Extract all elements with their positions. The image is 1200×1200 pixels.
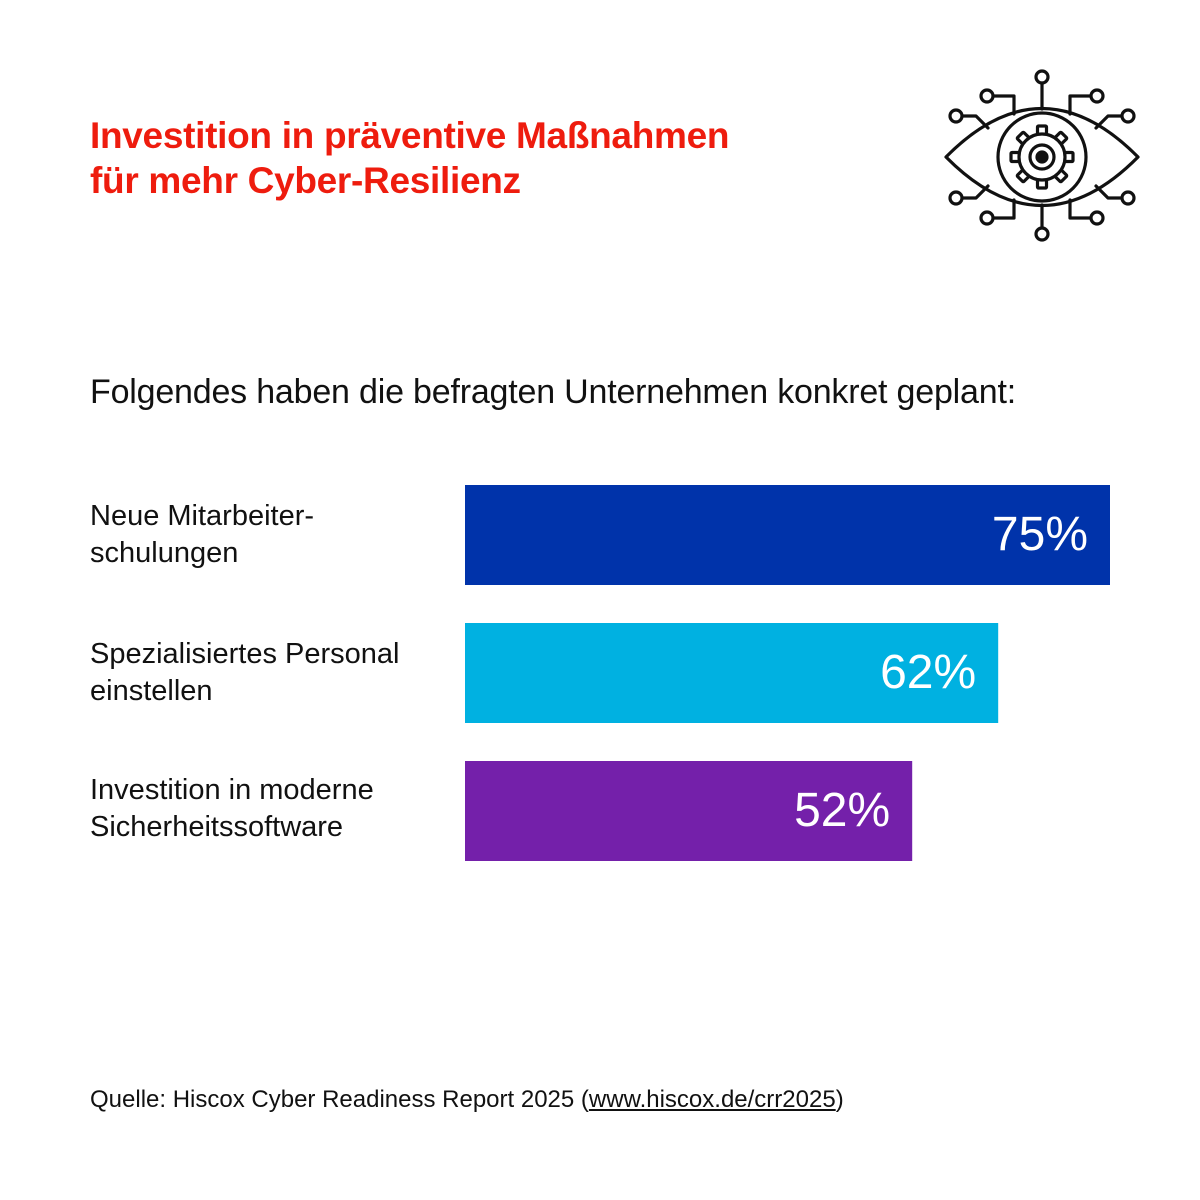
source-suffix: ) [835, 1086, 844, 1113]
category-label-3-line-1: Investition in moderne [90, 774, 374, 806]
category-label-3: Investition in moderne Sicherheitssoftwa… [90, 772, 450, 846]
category-label-2-line-2: einstellen [90, 675, 213, 707]
bar-2 [465, 623, 999, 723]
bar-1 [465, 485, 1110, 585]
chart-title: Investition in präventive Maßnahmen für … [90, 113, 870, 203]
category-label-1: Neue Mitarbeiter- schulungen [90, 498, 450, 572]
category-label-3-line-2: Sicherheitssoftware [90, 811, 344, 843]
source-prefix: Quelle: Hiscox Cyber Readiness Report 20… [90, 1086, 589, 1113]
title-line-2: für mehr Cyber-Resilienz [90, 160, 521, 201]
source-note: Quelle: Hiscox Cyber Readiness Report 20… [90, 1084, 844, 1116]
cyber-eye-gear-icon [944, 69, 1140, 242]
category-label-1-line-1: Neue Mitarbeiter- [90, 500, 315, 532]
bar-value-label-3: 52% [794, 784, 890, 837]
bar-value-label-2: 62% [880, 646, 976, 699]
category-label-2-line-1: Spezialisiertes Personal [90, 638, 400, 670]
category-label-2: Spezialisiertes Personal einstellen [90, 636, 450, 710]
source-link[interactable]: www.hiscox.de/crr2025 [588, 1086, 836, 1113]
bar-3 [465, 761, 913, 861]
chart-subtitle: Folgendes haben die befragten Unternehme… [90, 373, 1016, 411]
category-label-1-line-2: schulungen [90, 537, 239, 569]
bar-value-label-1: 75% [992, 508, 1088, 561]
title-line-1: Investition in präventive Maßnahmen [90, 115, 730, 156]
